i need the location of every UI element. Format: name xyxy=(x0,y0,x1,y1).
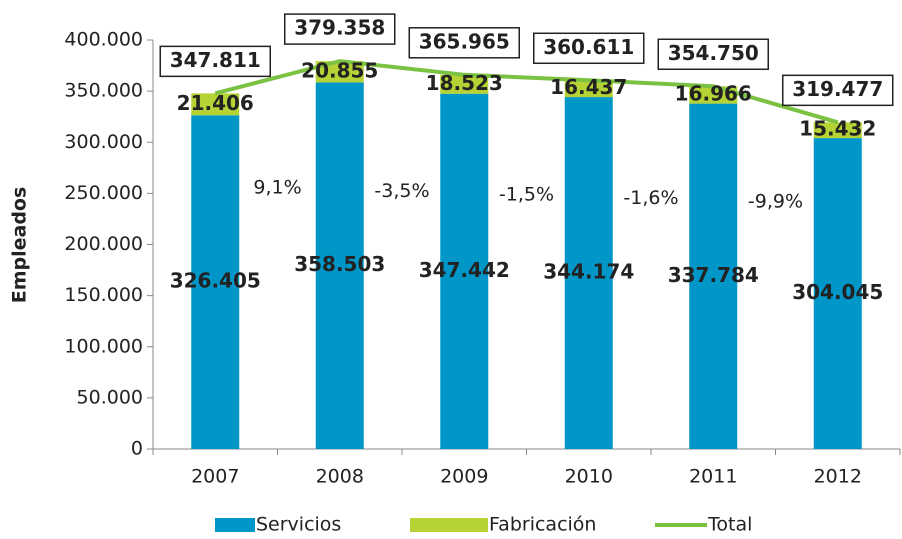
y-tick-label: 0 xyxy=(131,438,143,460)
value-label: 379.358 xyxy=(294,16,385,40)
growth-label: -1,5% xyxy=(499,184,554,206)
x-tick-label: 2008 xyxy=(316,466,364,488)
value-label: 319.477 xyxy=(792,77,883,101)
value-label: 20.855 xyxy=(301,58,378,82)
bar xyxy=(440,74,489,94)
label-box xyxy=(657,38,769,71)
growth-label: -3,5% xyxy=(374,180,429,202)
bar xyxy=(813,138,862,449)
label-box xyxy=(782,74,894,107)
bar xyxy=(813,122,862,139)
y-tick-label: 100.000 xyxy=(64,335,143,357)
value-label: 16.966 xyxy=(675,81,752,105)
value-label: 304.045 xyxy=(792,280,883,304)
x-tick-label: 2010 xyxy=(565,466,613,488)
legend-swatch xyxy=(410,518,488,532)
legend-label: Servicios xyxy=(256,514,341,536)
value-label: 337.784 xyxy=(668,263,759,287)
bar xyxy=(315,61,364,83)
y-tick-label: 350.000 xyxy=(64,80,143,102)
value-label: 21.406 xyxy=(177,91,254,115)
bar xyxy=(315,82,364,450)
bar xyxy=(191,115,240,449)
y-tick-label: 250.000 xyxy=(64,182,143,204)
value-label: 326.405 xyxy=(170,269,261,293)
value-label: 18.523 xyxy=(426,71,503,95)
growth-label: 9,1% xyxy=(253,177,301,199)
bar xyxy=(564,97,613,449)
x-tick-label: 2012 xyxy=(814,466,862,488)
value-label: 16.437 xyxy=(550,75,627,99)
legend-swatch xyxy=(215,518,255,532)
value-label: 365.965 xyxy=(419,29,510,53)
label-box xyxy=(533,32,645,65)
legend-label: Fabricación xyxy=(489,514,596,536)
value-label: 347.811 xyxy=(170,48,261,72)
y-axis-label: Empleados xyxy=(9,187,31,304)
x-tick-label: 2007 xyxy=(191,466,239,488)
y-tick-label: 300.000 xyxy=(64,131,143,153)
bar xyxy=(564,80,613,98)
value-label: 354.750 xyxy=(668,41,759,65)
legend-label: Total xyxy=(707,514,752,536)
y-tick-label: 50.000 xyxy=(77,386,143,408)
growth-label: -9,9% xyxy=(748,191,803,213)
bar xyxy=(440,93,489,450)
value-label: 347.442 xyxy=(419,258,510,282)
bar xyxy=(191,93,240,116)
value-label: 15.432 xyxy=(799,117,876,141)
bar xyxy=(689,103,738,450)
growth-label: -1,6% xyxy=(623,187,678,209)
label-box xyxy=(284,13,396,45)
x-tick-label: 2011 xyxy=(689,466,737,488)
value-label: 360.611 xyxy=(543,35,634,59)
y-tick-label: 150.000 xyxy=(64,284,143,306)
y-tick-label: 400.000 xyxy=(64,29,143,51)
x-tick-label: 2009 xyxy=(440,466,488,488)
value-label: 344.174 xyxy=(543,260,634,284)
value-label: 358.503 xyxy=(294,252,385,276)
label-box xyxy=(408,27,520,59)
line xyxy=(214,59,839,125)
y-tick-label: 200.000 xyxy=(64,233,143,255)
label-box xyxy=(159,45,271,78)
